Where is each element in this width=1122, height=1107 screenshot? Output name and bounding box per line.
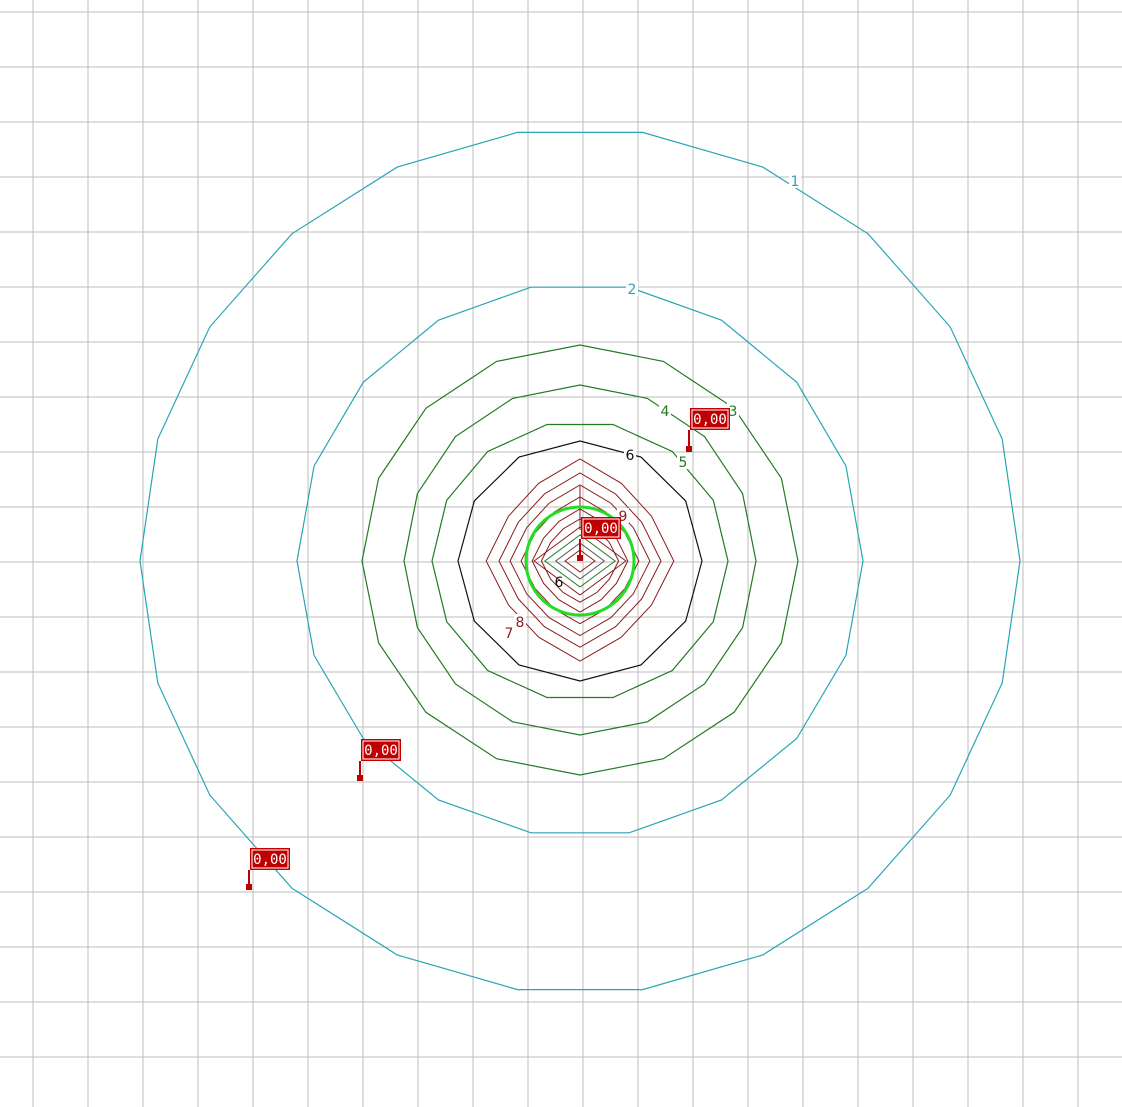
marker-value: 0,00	[253, 852, 287, 868]
value-marker-center[interactable]: 0,00	[577, 517, 621, 561]
contour-label-4: 4	[661, 404, 670, 420]
contour-line-6	[457, 440, 703, 682]
marker-value: 0,00	[584, 521, 618, 537]
contour-label-2: 2	[628, 282, 637, 298]
contour-label-bg	[789, 173, 801, 188]
contour-line-core	[544, 534, 616, 588]
contour-label-9: 9	[619, 509, 628, 525]
contour-label-bg	[659, 403, 671, 418]
highlight-ring	[524, 505, 636, 617]
marker-tag-frame	[582, 518, 620, 538]
contour-label-bg	[503, 625, 515, 640]
marker-point	[246, 884, 252, 890]
value-marker-left[interactable]: 0,00	[357, 739, 401, 781]
contour-label-1: 1	[791, 174, 800, 190]
contour-label-5: 5	[679, 455, 688, 471]
contour-line-core	[564, 549, 596, 573]
value-marker-upper-right[interactable]: 0,00	[686, 408, 730, 452]
contour-line-1	[139, 131, 1021, 991]
contour-line-inner	[509, 484, 651, 637]
marker-value: 0,00	[364, 743, 398, 759]
value-marker-lower-left[interactable]: 0,00	[246, 848, 290, 890]
contour-label-7: 7	[505, 626, 514, 642]
marker-tag-frame	[691, 409, 729, 429]
contour-label-3: 3	[729, 404, 738, 420]
contour-label-6: 6	[626, 448, 635, 464]
contour-line-core	[554, 542, 606, 580]
contour-label-bg	[677, 454, 689, 469]
contour-line-3	[361, 344, 799, 776]
marker-tag-bg	[690, 408, 730, 430]
contour-line-2	[296, 286, 864, 834]
marker-tag-bg	[581, 517, 621, 539]
contour-line-5	[431, 423, 729, 699]
contour-label-bg	[626, 281, 638, 296]
contour-labels: 1 2 3 4 5 6 78 9 6	[503, 173, 801, 642]
contour-label-bg	[624, 447, 636, 462]
contour-line-inner	[498, 472, 662, 648]
contour-label-6-inner: 6	[555, 575, 564, 591]
marker-point	[577, 555, 583, 561]
marker-tag-bg	[250, 848, 290, 870]
marker-point	[357, 775, 363, 781]
marker-tag-frame	[362, 740, 400, 760]
marker-value: 0,00	[693, 412, 727, 428]
marker-tag-frame	[251, 849, 289, 869]
contour-lines	[139, 131, 1021, 991]
highlight-ring-circle	[524, 505, 636, 617]
value-markers: 0,00 0,00 0,00 0,00	[246, 408, 730, 890]
contour-line-inner	[485, 458, 675, 662]
marker-point	[686, 446, 692, 452]
marker-tag-bg	[361, 739, 401, 761]
contour-label-8: 8	[516, 615, 525, 631]
contour-label-bg	[514, 614, 526, 629]
